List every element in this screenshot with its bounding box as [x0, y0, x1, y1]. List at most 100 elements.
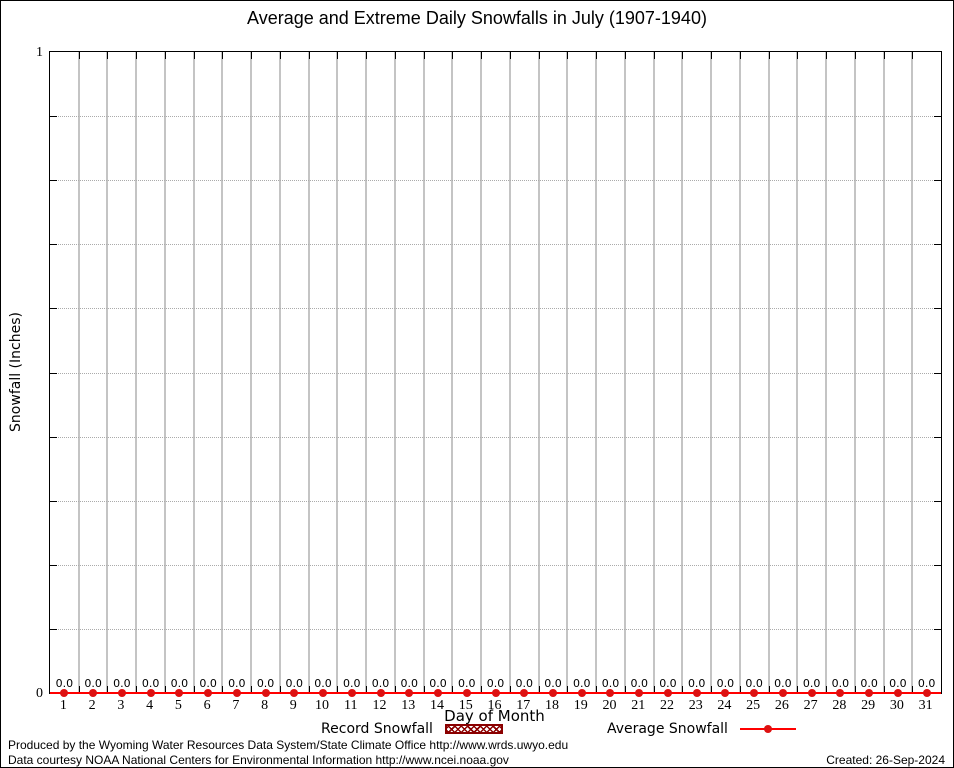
x-tick-label: 26 — [774, 698, 789, 713]
x-tick-bottom — [711, 686, 712, 693]
value-label: 0.0 — [630, 677, 648, 690]
grid-line-vertical — [768, 52, 770, 693]
average-snowfall-line-key-icon — [739, 725, 796, 733]
average-snowfall-point — [548, 689, 557, 697]
grid-line-vertical — [193, 52, 195, 693]
y-tick-right — [934, 373, 941, 374]
grid-line-vertical — [595, 52, 597, 693]
average-snowfall-point — [89, 689, 98, 697]
x-tick-label: 21 — [631, 698, 646, 713]
x-tick-top — [107, 52, 108, 59]
x-tick-label: 30 — [889, 698, 904, 713]
x-tick-top — [855, 52, 856, 59]
grid-line-vertical — [681, 52, 683, 693]
x-tick-bottom — [539, 686, 540, 693]
grid-line-horizontal — [50, 629, 941, 630]
grid-line-vertical — [423, 52, 425, 693]
average-snowfall-point — [721, 689, 730, 697]
value-label: 0.0 — [687, 677, 706, 690]
value-label: 0.0 — [84, 677, 102, 690]
x-tick-top — [481, 52, 482, 59]
average-snowfall-point — [60, 689, 69, 697]
x-tick-top — [596, 52, 597, 59]
grid-line-vertical — [509, 52, 511, 693]
grid-line-vertical — [365, 52, 367, 693]
x-tick-bottom — [309, 686, 310, 693]
average-snowfall-point — [204, 689, 213, 697]
x-tick-top — [194, 52, 195, 59]
x-tick-top — [280, 52, 281, 59]
value-label: 0.0 — [515, 677, 533, 690]
value-label: 0.0 — [314, 677, 332, 690]
x-tick-top — [797, 52, 798, 59]
average-snowfall-point — [778, 689, 787, 697]
average-snowfall-point — [319, 689, 328, 697]
grid-line-vertical — [624, 52, 626, 693]
x-tick-label: 1 — [59, 698, 67, 713]
x-tick-top — [510, 52, 511, 59]
x-tick-top — [366, 52, 367, 59]
x-tick-label: 14 — [430, 698, 445, 713]
value-label: 0.0 — [860, 677, 878, 690]
average-snowfall-point — [462, 689, 471, 697]
x-tick-label: 22 — [659, 698, 674, 713]
y-tick-left — [50, 501, 57, 502]
average-snowfall-point — [606, 689, 615, 697]
grid-line-horizontal — [50, 565, 941, 566]
grid-line-vertical — [796, 52, 798, 693]
x-tick-bottom — [567, 686, 568, 693]
x-tick-label: 3 — [117, 698, 125, 713]
x-tick-bottom — [194, 686, 195, 693]
average-snowfall-point — [261, 689, 270, 697]
average-snowfall-point — [434, 689, 443, 697]
x-tick-bottom — [912, 686, 913, 693]
grid-line-vertical — [710, 52, 712, 693]
grid-line-vertical — [394, 52, 396, 693]
x-tick-bottom — [510, 686, 511, 693]
average-snowfall-point — [491, 689, 500, 697]
footer-data-courtesy: Data courtesy NOAA National Centers for … — [8, 753, 509, 767]
x-tick-bottom — [769, 686, 770, 693]
grid-line-horizontal — [50, 116, 941, 117]
average-snowfall-point — [836, 689, 845, 697]
y-tick-right — [934, 244, 941, 245]
x-tick-bottom — [797, 686, 798, 693]
x-tick-bottom — [395, 686, 396, 693]
x-tick-top — [222, 52, 223, 59]
x-tick-label: 19 — [573, 698, 588, 713]
grid-line-vertical — [451, 52, 453, 693]
value-label: 0.0 — [55, 677, 74, 690]
average-snowfall-point — [750, 689, 759, 697]
y-axis-title: Snowfall (Inches) — [8, 312, 24, 432]
average-snowfall-point — [807, 689, 816, 697]
grid-line-vertical — [135, 52, 137, 693]
average-snowfall-point — [893, 689, 902, 697]
legend-record-label: Record Snowfall — [321, 721, 433, 737]
x-tick-bottom — [107, 686, 108, 693]
value-label: 0.0 — [170, 677, 189, 690]
y-tick-right — [934, 501, 941, 502]
average-snowfall-point — [635, 689, 644, 697]
grid-line-vertical — [854, 52, 856, 693]
x-tick-bottom — [165, 686, 166, 693]
x-tick-top — [740, 52, 741, 59]
y-tick-left — [50, 308, 57, 309]
value-label: 0.0 — [285, 677, 304, 690]
x-tick-label: 7 — [232, 698, 240, 713]
legend: Record Snowfall Average Snowfall — [113, 721, 953, 737]
x-tick-top — [884, 52, 885, 59]
x-tick-top — [625, 52, 626, 59]
value-label: 0.0 — [601, 677, 620, 690]
y-tick-right — [934, 308, 941, 309]
y-tick-right — [934, 629, 941, 630]
value-label: 0.0 — [889, 677, 907, 690]
x-tick-top — [769, 52, 770, 59]
value-label: 0.0 — [572, 677, 591, 690]
value-label: 0.0 — [113, 677, 131, 690]
value-label: 0.0 — [256, 677, 275, 690]
grid-line-vertical — [883, 52, 885, 693]
x-tick-top — [452, 52, 453, 59]
x-tick-label: 18 — [544, 698, 559, 713]
x-tick-top — [711, 52, 712, 59]
average-snowfall-point — [117, 689, 126, 697]
